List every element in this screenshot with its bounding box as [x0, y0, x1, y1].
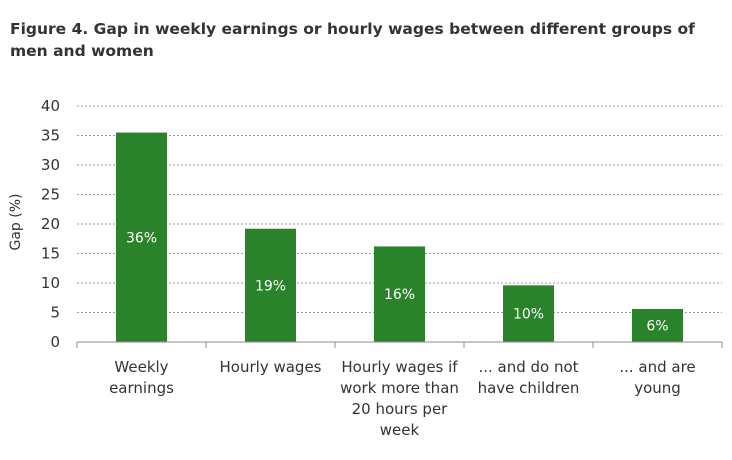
y-tick-label: 15: [41, 245, 60, 263]
y-tick-label: 40: [41, 97, 60, 115]
y-tick-label: 30: [41, 156, 60, 174]
bar: [245, 228, 296, 342]
x-tick-label: ... and are young: [619, 358, 695, 397]
bar: [503, 285, 554, 342]
y-tick-label: 20: [41, 215, 60, 233]
y-tick-label: 5: [50, 304, 60, 322]
bar: [374, 246, 425, 342]
x-tick-label: Weekly earnings: [109, 358, 174, 397]
chart-title: Figure 4. Gap in weekly earnings or hour…: [10, 20, 695, 60]
bar: [632, 308, 683, 342]
gridlines: [77, 105, 722, 313]
x-tick-label: Hourly wages if work more than 20 hours pe…: [340, 358, 459, 439]
y-tick-label: 10: [41, 274, 60, 292]
bars: 36% 19% 16% 10% 6%: [116, 132, 683, 342]
data-label: 10%: [513, 307, 544, 323]
x-axis: Weekly earnings Hourly wages Hourly wages i…: [76, 341, 723, 439]
y-tick-label: 25: [41, 186, 60, 204]
data-label: 36%: [126, 230, 157, 246]
bar: [116, 132, 167, 342]
y-tick-label: 35: [41, 127, 60, 145]
y-tick-label: 0: [50, 333, 60, 351]
x-tick-label: ... and do not have children: [478, 358, 580, 397]
x-tick-label: Hourly wages: [220, 358, 322, 376]
data-label: 19%: [255, 278, 286, 294]
data-label: 16%: [384, 287, 415, 303]
y-axis-label: Gap (%): [8, 194, 24, 251]
y-axis: 0 5 10 15 20 25 30 35 40: [41, 97, 60, 351]
data-label: 6%: [646, 318, 668, 334]
